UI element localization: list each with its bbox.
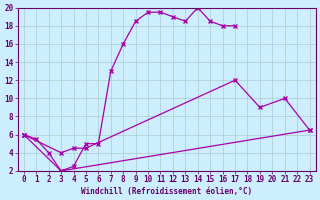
X-axis label: Windchill (Refroidissement éolien,°C): Windchill (Refroidissement éolien,°C) [81, 187, 252, 196]
